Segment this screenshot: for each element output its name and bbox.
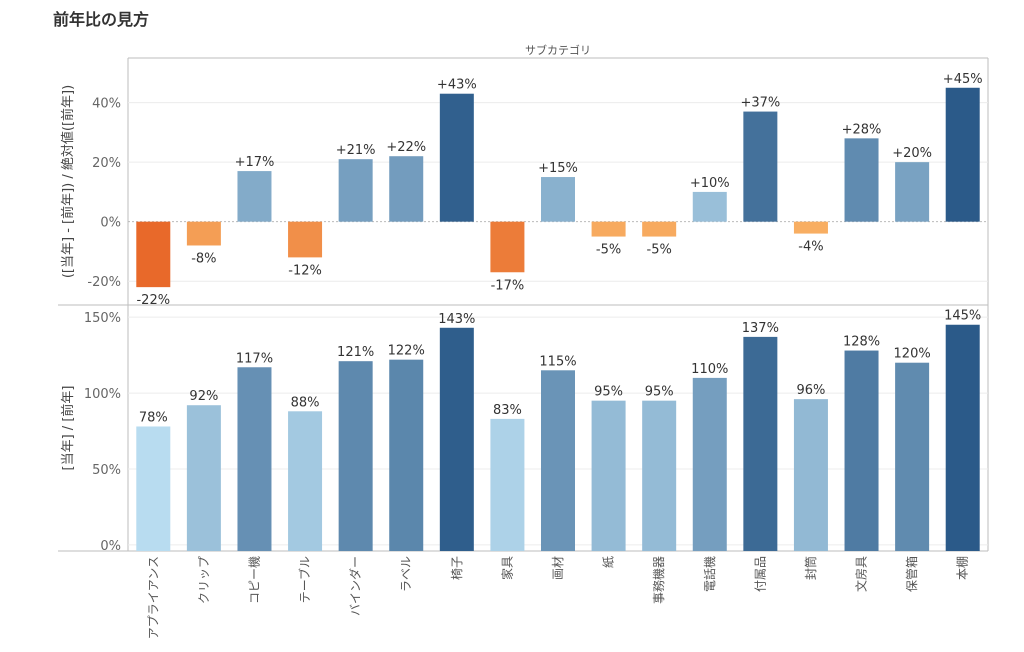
bar[interactable] xyxy=(439,327,474,551)
bar[interactable] xyxy=(186,405,221,551)
y-tick-label: 20% xyxy=(92,156,121,171)
x-category-label: 電話機 xyxy=(702,556,717,592)
bar[interactable] xyxy=(237,171,272,222)
x-category-label: アプライアンス xyxy=(146,556,160,639)
y-axis-title: ([当年] - [前年]) / 絶対値([前年]) xyxy=(60,85,76,278)
bar[interactable] xyxy=(389,156,424,222)
bar-value-label: -17% xyxy=(491,278,525,293)
bar[interactable] xyxy=(389,359,424,551)
bar[interactable] xyxy=(844,350,879,551)
y-tick-label: 150% xyxy=(84,311,121,326)
bar[interactable] xyxy=(591,400,626,551)
x-category-label: コピー機 xyxy=(246,556,261,604)
bar[interactable] xyxy=(541,370,575,551)
x-category-label: 椅子 xyxy=(450,556,464,580)
bar[interactable] xyxy=(945,324,980,551)
bar-value-label: +22% xyxy=(386,140,426,155)
bar-value-label: 96% xyxy=(796,383,825,398)
y-tick-label: 0% xyxy=(100,216,121,231)
bar-value-label: 145% xyxy=(944,309,981,324)
bar[interactable] xyxy=(439,93,474,222)
bar[interactable] xyxy=(743,336,778,551)
bar[interactable] xyxy=(945,87,980,222)
x-category-label: 保管箱 xyxy=(904,556,919,592)
bar-value-label: 115% xyxy=(539,354,576,369)
y-axis-title: [当年] / [前年] xyxy=(60,386,76,471)
bar[interactable] xyxy=(895,362,930,551)
bar[interactable] xyxy=(186,221,221,246)
bar[interactable] xyxy=(541,177,575,222)
bar[interactable] xyxy=(591,221,626,237)
y-tick-label: 0% xyxy=(100,539,121,554)
bar-value-label: 92% xyxy=(189,389,218,404)
x-category-label: 文房具 xyxy=(854,556,869,592)
bar[interactable] xyxy=(490,418,525,551)
x-category-label: 付属品 xyxy=(753,556,767,592)
bar[interactable] xyxy=(338,159,373,222)
bar-value-label: +21% xyxy=(336,143,376,158)
bar-value-label: +45% xyxy=(943,72,983,87)
x-category-label: バインダー xyxy=(348,556,363,616)
y-tick-label: 40% xyxy=(92,97,121,112)
x-category-label: ラベル xyxy=(399,556,413,592)
x-category-label: テーブル xyxy=(297,556,312,603)
x-category-label: 画材 xyxy=(551,556,565,580)
bar-value-label: +37% xyxy=(740,96,780,111)
bar-value-label: 88% xyxy=(291,395,320,410)
bar[interactable] xyxy=(490,221,525,273)
bar[interactable] xyxy=(288,411,323,551)
bar[interactable] xyxy=(642,400,677,551)
bar-value-label: -22% xyxy=(136,293,170,308)
bar-value-label: 110% xyxy=(691,362,728,377)
bar-value-label: +43% xyxy=(437,78,477,93)
bar-value-label: 143% xyxy=(438,312,475,327)
bar-value-label: -5% xyxy=(647,243,672,258)
bar-value-label: 137% xyxy=(742,321,779,336)
bar[interactable] xyxy=(136,426,171,551)
bar-value-label: 95% xyxy=(645,385,674,400)
x-category-label: 事務機器 xyxy=(651,556,666,604)
y-tick-label: 100% xyxy=(84,387,121,402)
bar[interactable] xyxy=(895,162,930,222)
bar[interactable] xyxy=(692,377,727,551)
y-tick-label: -20% xyxy=(87,275,121,290)
bar[interactable] xyxy=(237,367,272,551)
bar[interactable] xyxy=(793,399,828,551)
page-title: 前年比の見方 xyxy=(53,10,150,29)
bar-value-label: +28% xyxy=(842,122,882,137)
bar-value-label: 95% xyxy=(594,385,623,400)
bar-value-label: 128% xyxy=(843,335,880,350)
bar-value-label: 120% xyxy=(894,347,931,362)
bar-value-label: 78% xyxy=(139,410,168,425)
bar[interactable] xyxy=(136,221,171,288)
bar[interactable] xyxy=(844,138,879,222)
bar-value-label: -5% xyxy=(596,243,621,258)
bar-value-label: 83% xyxy=(493,403,522,418)
x-category-label: 紙 xyxy=(601,556,616,568)
bar[interactable] xyxy=(288,221,323,258)
bar-value-label: -8% xyxy=(191,251,216,266)
y-tick-label: 50% xyxy=(92,463,121,478)
x-category-label: 家具 xyxy=(499,556,514,580)
bar-value-label: +17% xyxy=(235,155,275,170)
bar[interactable] xyxy=(793,221,828,234)
bar-value-label: +15% xyxy=(538,161,578,176)
bar-value-label: 122% xyxy=(388,344,425,359)
x-category-label: クリップ xyxy=(197,556,211,604)
bar[interactable] xyxy=(642,221,677,237)
bar-value-label: 121% xyxy=(337,345,374,360)
bar-value-label: -4% xyxy=(798,240,823,255)
bar-value-label: 117% xyxy=(236,351,273,366)
bar-value-label: -12% xyxy=(288,263,322,278)
bar[interactable] xyxy=(743,111,778,222)
column-header-label: サブカテゴリ xyxy=(525,44,591,57)
x-category-label: 封筒 xyxy=(803,556,818,580)
x-category-label: 本棚 xyxy=(955,556,970,580)
bar-value-label: +10% xyxy=(690,176,730,191)
bar-value-label: +20% xyxy=(892,146,932,161)
bar[interactable] xyxy=(692,191,727,222)
bar[interactable] xyxy=(338,361,373,551)
